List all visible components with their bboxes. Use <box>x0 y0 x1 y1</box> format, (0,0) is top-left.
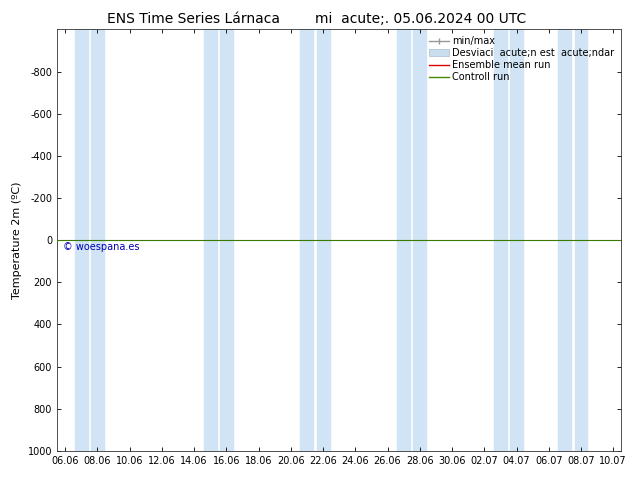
Bar <box>494 29 507 451</box>
Bar <box>301 29 313 451</box>
Text: © woespana.es: © woespana.es <box>63 242 139 252</box>
Bar <box>75 29 87 451</box>
Bar <box>220 29 233 451</box>
Text: ENS Time Series Lárnaca        mi  acute;. 05.06.2024 00 UTC: ENS Time Series Lárnaca mi acute;. 05.06… <box>107 12 527 26</box>
Y-axis label: Temperature 2m (ºC): Temperature 2m (ºC) <box>12 181 22 299</box>
Bar <box>559 29 571 451</box>
Bar <box>413 29 426 451</box>
Bar <box>316 29 330 451</box>
Bar <box>204 29 217 451</box>
Legend: min/max, Desviaci  acute;n est  acute;ndar, Ensemble mean run, Controll run: min/max, Desviaci acute;n est acute;ndar… <box>425 32 618 86</box>
Bar <box>398 29 410 451</box>
Bar <box>574 29 588 451</box>
Bar <box>91 29 104 451</box>
Bar <box>510 29 523 451</box>
